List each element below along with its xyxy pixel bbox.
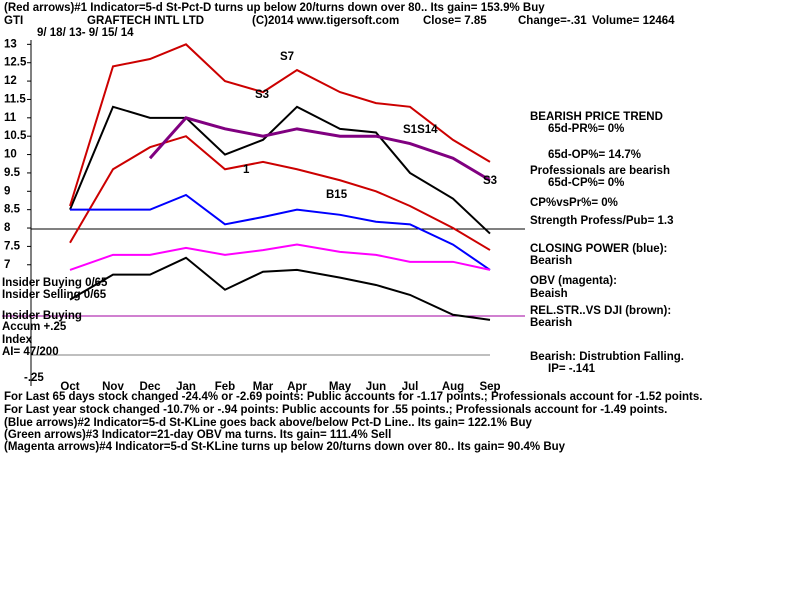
y-tick-label: 9.5	[4, 167, 21, 179]
chart-title: (Red arrows)#1 Indicator=5-d St-Pct-D tu…	[4, 2, 545, 14]
series-line	[148, 116, 491, 182]
x-tick-label: Aug	[442, 381, 464, 393]
series-line	[69, 243, 491, 271]
annotation: 65d-CP%= 0%	[548, 177, 624, 189]
series-line	[69, 43, 491, 207]
annotation: Accum +.25	[2, 321, 67, 333]
y-tick-label: 8	[4, 222, 11, 234]
annotation: 1	[243, 164, 250, 176]
annotation: S7	[280, 51, 294, 63]
x-tick-label: Jun	[366, 381, 386, 393]
annotation: CP%vsPr%= 0%	[530, 197, 618, 209]
annotation: (Magenta arrows)#4 Indicator=5-d St-KLin…	[4, 441, 566, 453]
series-line	[69, 256, 491, 321]
annotation: 65d-OP%= 14.7%	[548, 149, 641, 161]
annotation: (Blue arrows)#2 Indicator=5-d St-KLine g…	[4, 417, 532, 429]
annotation: S3	[483, 175, 497, 187]
annotation: For Last 65 days stock changed -24.4% or…	[4, 391, 702, 403]
annotation: -.25	[24, 372, 44, 384]
annotation: AI= 47/200	[2, 346, 59, 358]
x-tick-label: Dec	[139, 381, 161, 393]
annotation: OBV (magenta):	[530, 275, 617, 287]
x-tick-label: Nov	[102, 381, 124, 393]
date-range: 9/ 18/ 13- 9/ 15/ 14	[37, 27, 134, 39]
annotation: Insider Selling 0/65	[2, 289, 107, 301]
x-tick-label: Mar	[253, 381, 274, 393]
series-line	[70, 193, 491, 271]
annotation: (Green arrows)#3 Indicator=21-day OBV ma…	[4, 429, 391, 441]
close: Close= 7.85	[423, 15, 487, 27]
annotation: REL.STR..VS DJI (brown):	[530, 305, 671, 317]
change: Change=-.31	[518, 15, 587, 27]
y-tick-label: 8.5	[4, 204, 21, 216]
annotation: Bearish: Distrubtion Falling.	[530, 351, 684, 363]
y-tick-label: 10.5	[4, 130, 27, 142]
annotation: B15	[326, 189, 348, 201]
y-tick-label: 12.5	[4, 57, 27, 69]
x-tick-label: Oct	[60, 381, 79, 393]
x-tick-label: May	[329, 381, 352, 393]
annotation: 65d-PR%= 0%	[548, 123, 624, 135]
y-tick-label: 11.5	[4, 93, 26, 105]
source: (C)2014 www.tigersoft.com	[252, 15, 399, 27]
volume: Volume= 12464	[592, 15, 675, 27]
y-tick-label: 9	[4, 185, 10, 197]
annotation: CLOSING POWER (blue):	[530, 243, 667, 255]
annotation: Insider Buying 0/65	[2, 277, 108, 289]
annotation: Insider Buying	[2, 310, 82, 322]
annotation: Bearish	[530, 317, 572, 329]
x-tick-label: Feb	[215, 381, 235, 393]
x-tick-label: Apr	[287, 381, 307, 393]
annotation: Professionals are bearish	[530, 165, 670, 177]
x-tick-label: Jan	[176, 381, 196, 393]
annotation: BEARISH PRICE TREND	[530, 111, 663, 123]
ticker: GTI	[4, 15, 23, 27]
annotation: Strength Profess/Pub= 1.3	[530, 215, 673, 227]
y-tick-label: 7.5	[4, 240, 21, 252]
annotation: For Last year stock changed -10.7% or -.…	[4, 404, 667, 416]
annotation: Beaish	[530, 288, 568, 300]
y-tick-label: 7	[4, 259, 10, 271]
series-line	[69, 135, 491, 251]
y-tick-label: 11	[4, 112, 17, 124]
annotation: IP= -.141	[548, 363, 596, 375]
y-tick-label: 13	[4, 38, 17, 50]
company: GRAFTECH INTL LTD	[87, 15, 204, 27]
annotation: Bearish	[530, 255, 572, 267]
x-tick-label: Jul	[402, 381, 419, 393]
annotation: Index	[2, 334, 33, 346]
y-tick-label: 12	[4, 75, 17, 87]
annotation: S3	[255, 89, 269, 101]
annotation: S1S14	[403, 124, 438, 136]
y-tick-label: 10	[4, 149, 17, 161]
x-tick-label: Sep	[479, 381, 500, 393]
series-line	[69, 105, 491, 235]
